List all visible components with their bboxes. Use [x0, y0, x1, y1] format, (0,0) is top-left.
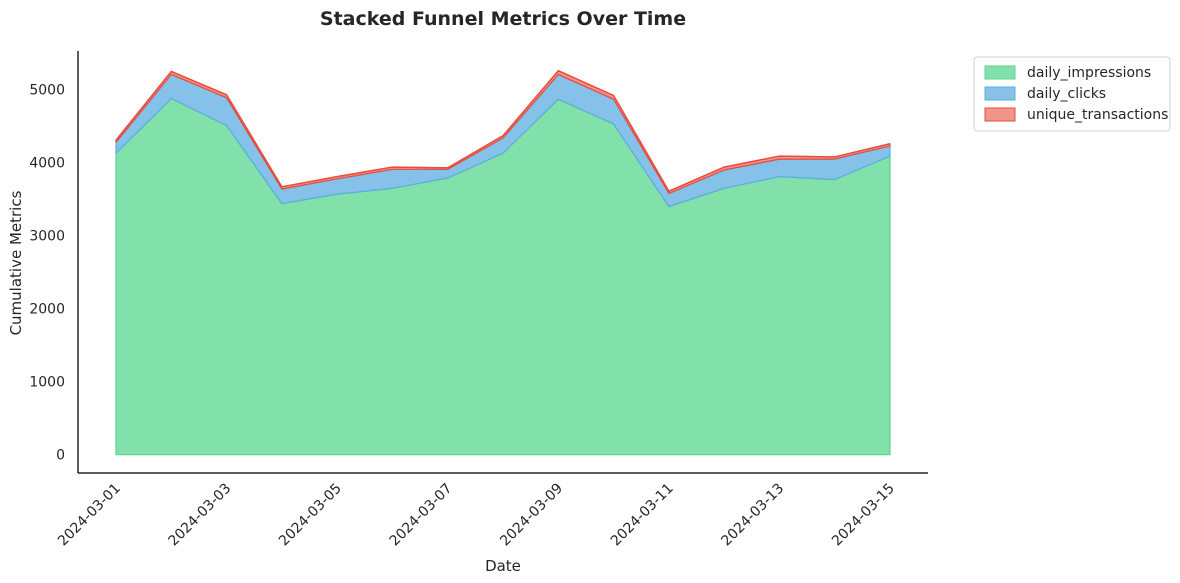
x-tick-label: 2024-03-07 — [387, 481, 456, 550]
legend-label-unique-transactions: unique_transactions — [1027, 107, 1168, 123]
y-tick-label: 4000 — [29, 156, 65, 172]
axes — [77, 51, 928, 474]
x-tick-label: 2024-03-09 — [497, 481, 566, 550]
y-tick-label: 3000 — [29, 229, 65, 245]
x-tick-label: 2024-03-11 — [608, 481, 677, 550]
y-tick-label: 5000 — [29, 83, 65, 99]
line-unique-transactions — [115, 70, 891, 192]
y-tick-label: 2000 — [29, 302, 65, 318]
legend-frame — [973, 56, 1171, 132]
y-tick-label: 1000 — [29, 375, 65, 391]
legend-swatch-unique-transactions — [984, 107, 1016, 122]
x-tick-label: 2024-03-15 — [829, 481, 898, 550]
legend-label-daily-clicks: daily_clicks — [1027, 86, 1106, 102]
x-tick-label: 2024-03-05 — [276, 481, 345, 550]
x-axis-label: Date — [485, 557, 521, 575]
x-tick-label: 2024-03-03 — [166, 481, 235, 550]
x-tick-label: 2024-03-13 — [718, 481, 787, 550]
x-tick-label: 2024-03-01 — [55, 481, 124, 550]
x-axis-ticks: 2024-03-01 2024-03-03 2024-03-05 2024-03-07… — [55, 481, 898, 550]
series-areas — [115, 70, 891, 456]
y-tick-label: 0 — [56, 448, 65, 464]
legend-swatch-daily-impressions — [984, 65, 1016, 80]
y-axis-ticks: 0 1000 2000 3000 4000 5000 — [29, 83, 65, 464]
legend: daily_impressions daily_clicks unique_tran… — [973, 56, 1171, 132]
legend-swatch-daily-clicks — [984, 86, 1016, 101]
chart-title: Stacked Funnel Metrics Over Time — [320, 8, 686, 30]
legend-label-daily-impressions: daily_impressions — [1027, 65, 1151, 81]
y-axis-label: Cumulative Metrics — [7, 190, 25, 335]
